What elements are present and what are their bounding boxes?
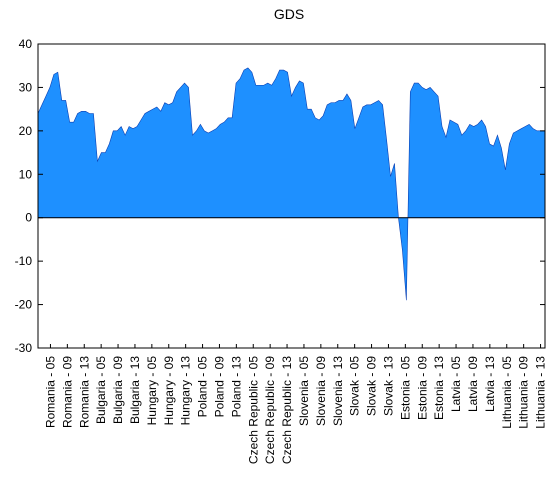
y-tick-label: 20: [19, 124, 33, 138]
x-tick-label: Latvia - 05: [449, 356, 463, 412]
x-tick-label: Poland - 05: [196, 356, 210, 418]
x-tick-label: Bulgaria - 13: [128, 356, 142, 424]
x-tick-label: Poland - 13: [229, 356, 243, 418]
x-tick-label: Latvia - 09: [466, 356, 480, 412]
y-tick-label: 30: [19, 80, 33, 94]
series-area: [37, 67, 546, 301]
x-tick-label: Slovak - 05: [348, 356, 362, 416]
y-tick-label: 0: [25, 211, 32, 225]
plot-frame: [37, 43, 546, 349]
x-tick-label: Estonia - 13: [432, 356, 446, 420]
x-tick-label: Slovenia - 05: [297, 356, 311, 426]
x-tick-label: Lithuania - 05: [500, 356, 514, 429]
x-tick-label: Lithuania - 09: [517, 356, 531, 429]
y-tick-label: -20: [15, 298, 33, 312]
x-tick-label: Poland - 09: [212, 356, 226, 418]
x-tick-label: Estonia - 05: [398, 356, 412, 420]
x-tick-label: Hungary - 05: [145, 356, 159, 426]
x-tick-label: Estonia - 09: [415, 356, 429, 420]
x-tick-label: Latvia - 13: [483, 356, 497, 412]
y-tick-label: 40: [19, 37, 33, 51]
area-layer: [37, 67, 546, 301]
y-tick-label: 10: [19, 167, 33, 181]
x-tick-label: Czech Republic - 09: [263, 356, 277, 464]
axis-layer: [37, 43, 546, 349]
y-axis-ticks: -30 -20 -10 0 10 20 30 40: [15, 37, 545, 355]
x-tick-label: Romania - 13: [77, 356, 91, 428]
x-tick-label: Romania - 05: [43, 356, 57, 428]
x-tick-label: Czech Republic - 05: [246, 356, 260, 464]
y-tick-label: -30: [15, 341, 33, 355]
x-axis-ticks: Romania - 05 Romania - 09 Romania - 13 Bulg…: [43, 344, 548, 464]
x-tick-label: Hungary - 09: [162, 356, 176, 426]
x-tick-label: Bulgaria - 05: [94, 356, 108, 424]
y-tick-label: -10: [15, 254, 33, 268]
x-tick-label: Bulgaria - 09: [111, 356, 125, 424]
x-tick-label: Lithuania - 13: [534, 356, 548, 429]
x-tick-label: Slovak - 09: [365, 356, 379, 416]
x-tick-label: Hungary - 13: [179, 356, 193, 426]
chart-title: GDS: [274, 6, 304, 22]
x-tick-label: Slovenia - 09: [314, 356, 328, 426]
x-tick-label: Czech Republic - 13: [280, 356, 294, 464]
x-tick-label: Slovenia - 13: [331, 356, 345, 426]
x-tick-label: Romania - 09: [60, 356, 74, 428]
x-tick-label: Slovak - 13: [381, 356, 395, 416]
